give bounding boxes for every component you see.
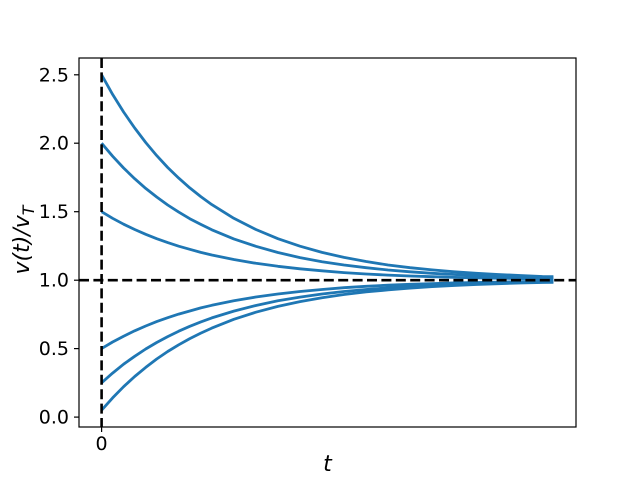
y-axis-label-subscript: T (19, 204, 38, 215)
curves-layer (100, 74, 554, 412)
plot-area-border (78, 57, 577, 428)
y-tick-label-0.0: 0.0 (39, 407, 69, 429)
y-axis-label: v(t)/vT (10, 204, 38, 274)
curve-v0/vT=1.5 (100, 210, 554, 281)
curve-v0/vT=2.5 (100, 74, 554, 279)
guides-layer (79, 58, 576, 427)
y-tick-label-2.0: 2.0 (39, 133, 69, 155)
x-axis-label: t (323, 452, 333, 477)
y-tick-label-1.5: 1.5 (39, 201, 69, 223)
y-tick-label-0.5: 0.5 (39, 338, 69, 360)
ticks-layer: 0.0 0.5 1.0 1.5 2.0 2.5 0 (39, 64, 108, 455)
y-tick-label-1.0: 1.0 (39, 270, 69, 292)
curve-v0/vT=2.0 (100, 142, 554, 280)
y-tick-label-2.5: 2.5 (39, 64, 69, 86)
x-tick-label-0: 0 (96, 433, 108, 455)
curve-v0/vT=0.05 (100, 280, 554, 412)
curve-v0/vT=0.5 (100, 279, 554, 350)
y-axis-label-main: v(t)/v (10, 214, 35, 274)
